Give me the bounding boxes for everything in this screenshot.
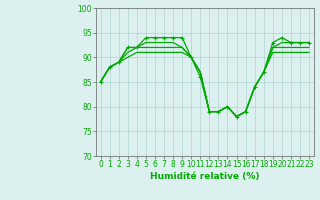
X-axis label: Humidité relative (%): Humidité relative (%)	[150, 172, 260, 181]
